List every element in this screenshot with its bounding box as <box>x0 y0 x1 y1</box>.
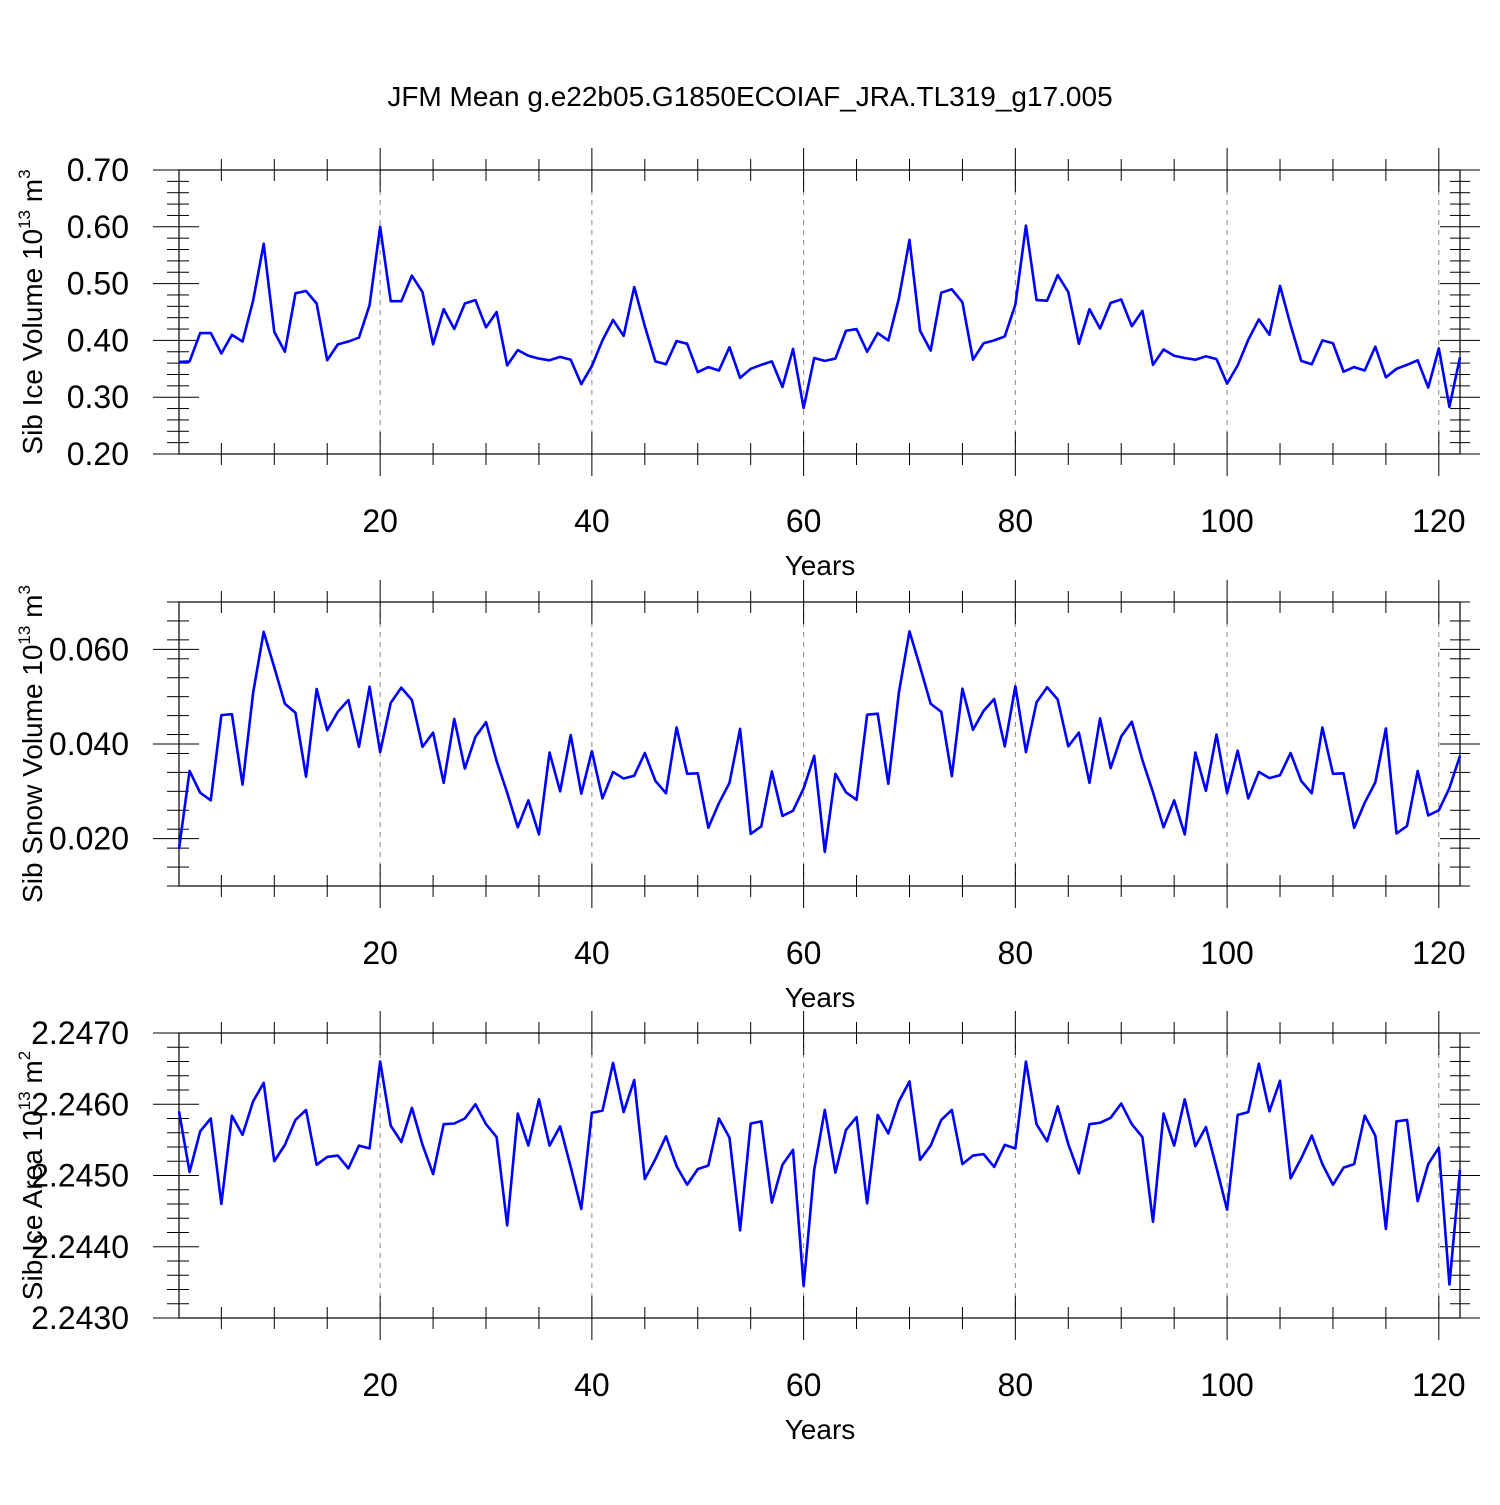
panel-2-series-line <box>177 630 1462 854</box>
y-tick-label: 0.020 <box>49 821 129 857</box>
y-tick-label: 0.40 <box>67 322 129 358</box>
panel-1-grid <box>379 170 1440 454</box>
x-tick-label: 100 <box>1200 935 1253 971</box>
x-tick-label: 80 <box>998 935 1034 971</box>
x-tick-label: 80 <box>998 503 1034 539</box>
y-tick-label: 0.30 <box>67 379 129 415</box>
panel-1-x-axis-title: Years <box>785 550 856 581</box>
panel-2-frame <box>178 601 1461 887</box>
x-tick-label: 100 <box>1200 503 1253 539</box>
y-tick-label: 2.2450 <box>31 1158 129 1194</box>
y-tick-label: 2.2460 <box>31 1086 129 1122</box>
panel-2-y-axis-title: Sib Snow Volume 1013 m3 <box>15 585 48 903</box>
y-tick-label: 2.2430 <box>31 1300 129 1336</box>
panel-1-y-tick-labels: 0.20 0.30 0.40 0.50 0.60 0.70 <box>67 152 129 472</box>
x-tick-label: 20 <box>362 503 398 539</box>
panel-2-ticks <box>153 580 1480 908</box>
panel-1-x-tick-labels: 20 40 60 80 100 120 <box>362 503 1465 539</box>
panel-3-x-axis-title: Years <box>785 1414 856 1445</box>
panel-1-frame <box>178 169 1461 455</box>
x-tick-label: 40 <box>574 503 610 539</box>
y-tick-label: 0.040 <box>49 726 129 762</box>
panel-snow-volume: 20 40 60 80 100 120 0.020 0.040 0.060 Years Sib… <box>15 580 1480 1013</box>
x-tick-label: 120 <box>1412 935 1465 971</box>
y-tick-label: 0.60 <box>67 209 129 245</box>
panel-1-series-line <box>178 224 1462 410</box>
x-tick-label: 40 <box>574 935 610 971</box>
x-tick-label: 60 <box>786 503 822 539</box>
y-tick-label: 0.50 <box>67 266 129 302</box>
x-tick-label: 100 <box>1200 1367 1253 1403</box>
x-tick-label: 40 <box>574 1367 610 1403</box>
y-tick-label: 0.20 <box>67 436 129 472</box>
x-tick-label: 20 <box>362 1367 398 1403</box>
panel-3-y-axis-title: Sib Ice Area 1013 m2 <box>15 1051 48 1300</box>
y-tick-label: 2.2440 <box>31 1229 129 1265</box>
x-tick-label: 60 <box>786 935 822 971</box>
x-tick-label: 20 <box>362 935 398 971</box>
panel-3-x-tick-labels: 20 40 60 80 100 120 <box>362 1367 1465 1403</box>
figure-title: JFM Mean g.e22b05.G1850ECOIAF_JRA.TL319_… <box>387 81 1112 112</box>
panel-3-series-line <box>177 1060 1462 1288</box>
panel-2-y-tick-labels: 0.020 0.040 0.060 <box>49 631 129 856</box>
y-tick-label: 2.2470 <box>31 1015 129 1051</box>
panel-3-y-tick-labels: 2.2430 2.2440 2.2450 2.2460 2.2470 <box>31 1015 129 1336</box>
x-tick-label: 80 <box>998 1367 1034 1403</box>
y-tick-label: 0.70 <box>67 152 129 188</box>
panel-ice-volume: 20 40 60 80 100 120 0.200.300.400.500.600.70 … <box>15 148 1480 581</box>
x-tick-label: 120 <box>1412 1367 1465 1403</box>
x-tick-label: 60 <box>786 1367 822 1403</box>
panel-2-x-tick-labels: 20 40 60 80 100 120 <box>362 935 1465 971</box>
y-tick-label: 0.060 <box>49 631 129 667</box>
panel-3-ticks <box>153 1011 1480 1340</box>
panel-2-x-axis-title: Years <box>785 982 856 1013</box>
x-tick-label: 120 <box>1412 503 1465 539</box>
panel-3-grid <box>379 1033 1440 1318</box>
panel-1-y-axis-title: Sib Ice Volume 1013 m3 <box>15 169 48 454</box>
panel-ice-area: 20 40 60 80 100 120 2.24302.24402.24502.24602… <box>15 1011 1480 1445</box>
